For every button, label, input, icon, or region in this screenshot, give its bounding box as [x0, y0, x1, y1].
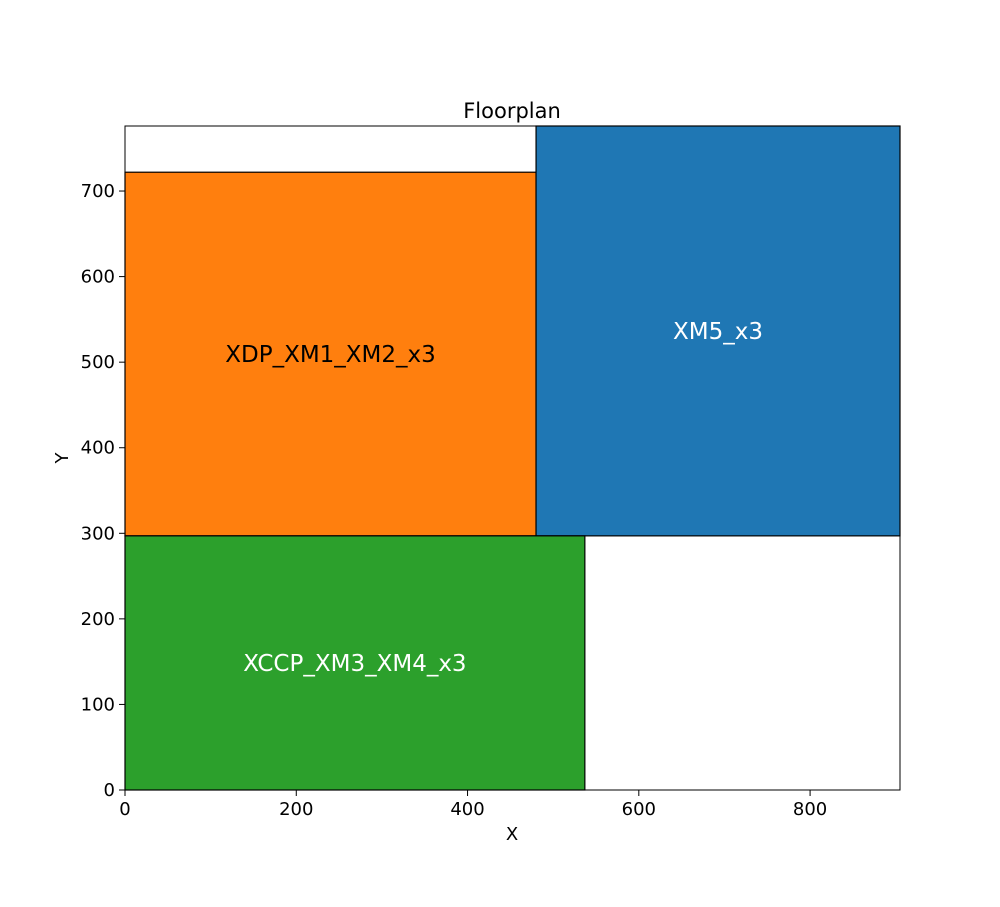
chart-title: Floorplan — [463, 99, 561, 123]
y-tick-label: 200 — [81, 609, 115, 630]
y-axis-label: Y — [52, 452, 73, 465]
x-tick-label: 200 — [279, 799, 313, 820]
floorplan-block — [535, 125, 901, 537]
floorplan-block — [124, 535, 586, 791]
x-tick-label: 800 — [793, 799, 827, 820]
x-axis-ticks: 0 200 400 600 800 — [119, 790, 827, 820]
y-axis-ticks: 0 100 200 300 400 500 600 700 — [81, 181, 125, 801]
block-label: XCCP_XM3_XM4_x3 — [243, 651, 466, 677]
block-label: XDP_XM1_XM2_x3 — [225, 342, 436, 368]
x-tick-label: 0 — [119, 799, 130, 820]
x-axis-label: X — [506, 824, 518, 845]
y-tick-label: 100 — [81, 694, 115, 715]
block-label: XM5_x3 — [673, 319, 763, 345]
y-tick-label: 0 — [104, 780, 115, 801]
block-labels-layer: XDP_XM1_XM2_x3 XM5_x3 XCCP_XM3_XM4_x3 — [225, 319, 763, 677]
y-tick-label: 600 — [81, 267, 115, 288]
blocks-layer — [124, 125, 901, 791]
plot-frame — [124, 125, 901, 791]
y-tick-label: 300 — [81, 523, 115, 544]
x-tick-label: 600 — [622, 799, 656, 820]
y-tick-label: 400 — [81, 438, 115, 459]
floorplan-block — [124, 171, 537, 537]
y-tick-label: 500 — [81, 352, 115, 373]
y-tick-label: 700 — [81, 181, 115, 202]
x-tick-label: 400 — [450, 799, 484, 820]
